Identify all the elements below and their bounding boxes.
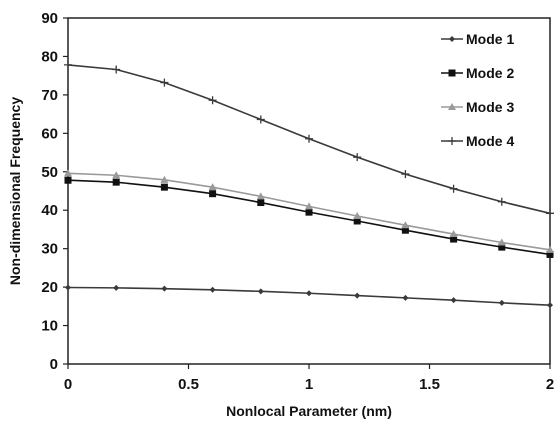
legend-label: Mode 1 — [466, 31, 514, 47]
data-point — [306, 290, 312, 297]
data-point — [208, 96, 217, 105]
data-point — [112, 171, 121, 179]
legend-marker — [448, 103, 456, 110]
data-point — [209, 190, 217, 198]
series-3 — [64, 169, 554, 253]
data-point — [113, 284, 120, 291]
data-point — [305, 134, 313, 143]
data-point — [498, 299, 505, 306]
data-point — [353, 211, 362, 219]
series-4 — [64, 60, 554, 218]
data-point — [497, 238, 506, 246]
y-axis: 0 10 20 30 40 50 60 70 80 90 — [41, 10, 68, 373]
data-point — [547, 302, 553, 309]
plot-area — [67, 17, 551, 365]
legend-item: Mode 4 — [441, 133, 514, 149]
legend-label: Mode 2 — [466, 65, 514, 81]
data-point — [257, 288, 264, 295]
x-tick-label: 0.5 — [178, 376, 199, 393]
data-point — [450, 297, 457, 304]
data-point — [449, 184, 458, 193]
data-point — [498, 243, 506, 251]
data-point — [402, 294, 409, 301]
data-point — [401, 226, 409, 234]
data-point — [112, 178, 120, 186]
data-point — [209, 286, 216, 293]
y-tick-label: 80 — [41, 48, 58, 65]
data-point — [401, 221, 410, 229]
legend-item: Mode 1 — [441, 31, 514, 47]
series-2 — [64, 176, 554, 258]
data-point — [546, 250, 554, 258]
data-point — [450, 235, 458, 243]
data-point — [160, 183, 168, 191]
x-tick-label: 0 — [64, 376, 72, 393]
data-point — [353, 217, 361, 225]
data-point — [257, 199, 265, 207]
y-tick-label: 70 — [41, 87, 58, 104]
legend-marker — [448, 69, 456, 77]
y-tick-label: 60 — [41, 125, 58, 142]
series-1 — [65, 284, 553, 309]
legend: Mode 1 Mode 2 Mode 3 Mode 4 — [441, 31, 514, 149]
y-tick-label: 20 — [41, 279, 58, 296]
y-tick-label: 90 — [41, 10, 58, 27]
y-axis-title: Non-dimensional Frequency — [7, 97, 23, 285]
data-point — [65, 284, 71, 291]
legend-label: Mode 4 — [466, 133, 514, 149]
data-point — [546, 209, 554, 218]
x-tick-label: 2 — [546, 376, 554, 393]
data-point — [353, 153, 362, 162]
data-point — [112, 65, 121, 74]
data-point — [305, 202, 313, 210]
data-point — [256, 115, 265, 124]
data-point — [256, 192, 265, 200]
legend-marker — [449, 36, 455, 42]
data-point — [64, 60, 72, 69]
x-axis: 0 0.5 1 1.5 2 — [64, 364, 554, 393]
y-tick-label: 10 — [41, 318, 58, 335]
data-point — [64, 176, 72, 184]
legend-item: Mode 3 — [441, 99, 514, 115]
legend-label: Mode 3 — [466, 99, 514, 115]
y-tick-label: 40 — [41, 202, 58, 219]
data-point — [354, 292, 361, 299]
data-point — [64, 169, 72, 177]
data-point — [401, 170, 410, 179]
data-point — [160, 78, 169, 87]
data-point — [305, 208, 313, 216]
legend-marker — [448, 137, 456, 145]
data-point — [160, 175, 169, 183]
legend-item: Mode 2 — [441, 65, 514, 81]
x-tick-label: 1 — [305, 376, 313, 393]
series-layer — [64, 60, 554, 309]
data-point — [208, 183, 217, 191]
data-point — [449, 230, 458, 238]
data-point — [161, 285, 168, 292]
y-tick-label: 0 — [50, 356, 58, 373]
data-point — [497, 197, 506, 206]
data-point — [546, 245, 554, 253]
x-axis-title: Nonlocal Parameter (nm) — [226, 403, 392, 419]
x-tick-label: 1.5 — [419, 376, 440, 393]
y-tick-label: 30 — [41, 241, 58, 258]
y-tick-label: 50 — [41, 164, 58, 181]
